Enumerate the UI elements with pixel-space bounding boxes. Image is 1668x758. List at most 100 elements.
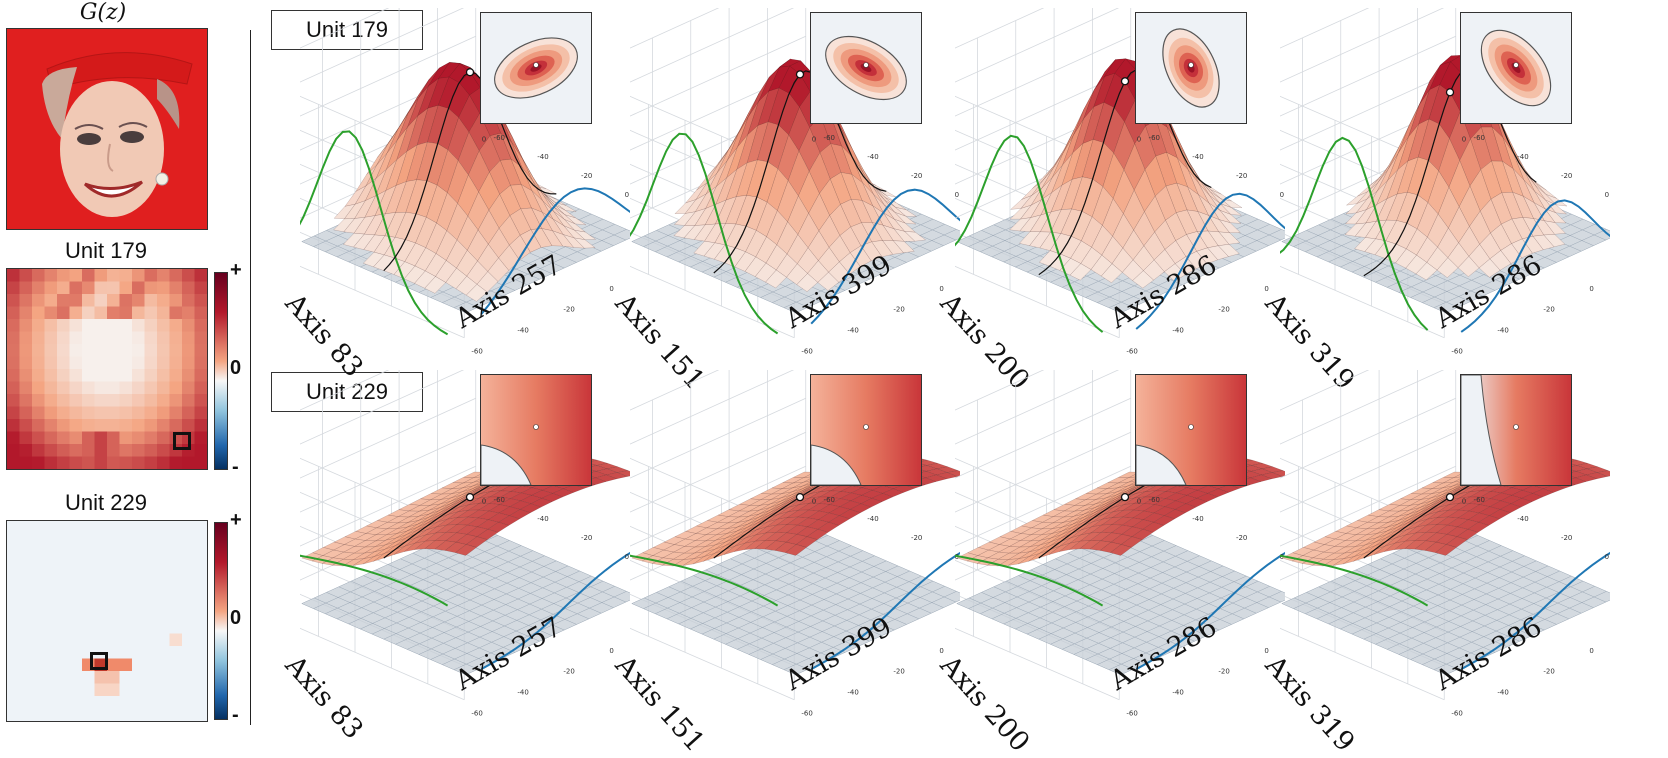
z-tick-label: 0 bbox=[1462, 135, 1466, 143]
heatmap-cell bbox=[44, 319, 58, 332]
heatmap-cell bbox=[44, 583, 58, 597]
heatmap-cell bbox=[119, 456, 133, 469]
heatmap-cell bbox=[194, 571, 207, 584]
heatmap-cell bbox=[7, 571, 20, 584]
heatmap-cell bbox=[7, 708, 20, 721]
heatmap-cell bbox=[82, 406, 95, 420]
heatmap-cell bbox=[19, 583, 33, 597]
heatmap-cell bbox=[107, 281, 120, 295]
heatmap-cell bbox=[69, 683, 83, 697]
z-tick-label: 0 bbox=[812, 497, 816, 505]
heatmap-cell bbox=[19, 394, 33, 407]
x-tick-label: -60 bbox=[801, 347, 812, 355]
heatmap-cell bbox=[69, 708, 83, 721]
heatmap-cell bbox=[132, 571, 145, 584]
y-tick-label: -60 bbox=[1474, 134, 1485, 142]
heatmap-cell bbox=[157, 331, 170, 345]
heatmap-cell bbox=[19, 269, 33, 282]
heatmap-cell bbox=[182, 546, 195, 559]
heatmap-cell bbox=[119, 571, 133, 584]
heatmap-cell bbox=[44, 608, 58, 622]
x-tick-label: 0 bbox=[939, 285, 943, 293]
heatmap-cell bbox=[19, 369, 33, 382]
heatmap-cell bbox=[132, 671, 145, 684]
x-tick-label: -40 bbox=[1497, 689, 1508, 697]
heatmap-cell bbox=[82, 708, 95, 721]
heatmap-cell bbox=[32, 696, 45, 709]
heatmap-cell bbox=[194, 646, 207, 659]
face-illustration bbox=[7, 29, 207, 229]
heatmap-cell bbox=[144, 381, 158, 395]
heatmap-cell bbox=[194, 596, 207, 609]
y-tick-label: 0 bbox=[955, 191, 959, 199]
heatmap-cell bbox=[57, 319, 70, 332]
heatmap-cell bbox=[107, 596, 120, 609]
heatmap-cell bbox=[82, 583, 95, 597]
heatmap-cell bbox=[19, 708, 33, 721]
heatmap-cell bbox=[82, 394, 95, 407]
heatmap-cell bbox=[32, 658, 45, 672]
heatmap-cell bbox=[32, 546, 45, 559]
heatmap-cell bbox=[119, 294, 133, 307]
heatmap-cell bbox=[69, 633, 83, 647]
heatmap-cell bbox=[107, 571, 120, 584]
heatmap-cell bbox=[119, 671, 133, 684]
heatmap-cell bbox=[69, 369, 83, 382]
heatmap-cell bbox=[132, 294, 145, 307]
heatmap-cell bbox=[119, 431, 133, 445]
x-tick-label: 0 bbox=[939, 647, 943, 655]
heatmap-cell bbox=[57, 633, 70, 647]
heatmap-cell bbox=[94, 683, 108, 697]
colorbar-229-zero: 0 bbox=[230, 607, 242, 629]
x-tick-label: -40 bbox=[1497, 327, 1508, 335]
x-tick-label: -60 bbox=[1126, 709, 1137, 717]
heatmap-cell bbox=[144, 269, 158, 282]
heatmap-cell bbox=[82, 671, 95, 684]
surface-peak-marker bbox=[465, 492, 475, 502]
heatmap-cell bbox=[182, 456, 195, 469]
heatmap-cell bbox=[69, 269, 83, 282]
heatmap-cell bbox=[157, 419, 170, 432]
heatmap-cell bbox=[119, 558, 133, 572]
heatmap-cell bbox=[157, 281, 170, 295]
heatmap-cell bbox=[182, 646, 195, 659]
heatmap-cell bbox=[19, 521, 33, 534]
heatmap-cell bbox=[182, 708, 195, 721]
heatmap-cell bbox=[194, 558, 207, 572]
contour-inset bbox=[1135, 374, 1247, 486]
heatmap-cell bbox=[169, 419, 183, 432]
heatmap-cell bbox=[82, 381, 95, 395]
heatmap-cell bbox=[157, 633, 170, 647]
heatmap-cell bbox=[32, 444, 45, 457]
heatmap-cell bbox=[169, 608, 183, 622]
x-tick-label: -20 bbox=[1218, 306, 1229, 314]
heatmap-cell bbox=[82, 456, 95, 469]
heatmap-cell bbox=[169, 331, 183, 345]
heatmap-cell bbox=[157, 658, 170, 672]
heatmap-cell bbox=[32, 533, 45, 547]
heatmap-cell bbox=[57, 621, 70, 634]
contour-inset bbox=[1460, 374, 1572, 486]
heatmap-cell bbox=[57, 444, 70, 457]
heatmap-cell bbox=[169, 356, 183, 370]
heatmap-cell bbox=[82, 621, 95, 634]
heatmap-cell bbox=[194, 419, 207, 432]
heatmap-cell bbox=[69, 394, 83, 407]
heatmap-cell bbox=[94, 621, 108, 634]
heatmap-cell bbox=[57, 583, 70, 597]
heatmap-cell bbox=[44, 696, 58, 709]
heatmap-cell bbox=[194, 521, 207, 534]
heatmap-cell bbox=[44, 671, 58, 684]
colorbar-229 bbox=[214, 522, 228, 720]
heatmap-cell bbox=[107, 583, 120, 597]
heatmap-cell bbox=[107, 444, 120, 457]
heatmap-cell bbox=[7, 621, 20, 634]
heatmap-cell bbox=[32, 633, 45, 647]
heatmap-cell bbox=[19, 546, 33, 559]
heatmap-cell bbox=[7, 419, 20, 432]
heatmap-cell bbox=[132, 381, 145, 395]
heatmap-cell bbox=[132, 596, 145, 609]
heatmap-cell bbox=[57, 294, 70, 307]
unit-179-heatmap bbox=[6, 268, 208, 470]
heatmap-cell bbox=[132, 431, 145, 445]
